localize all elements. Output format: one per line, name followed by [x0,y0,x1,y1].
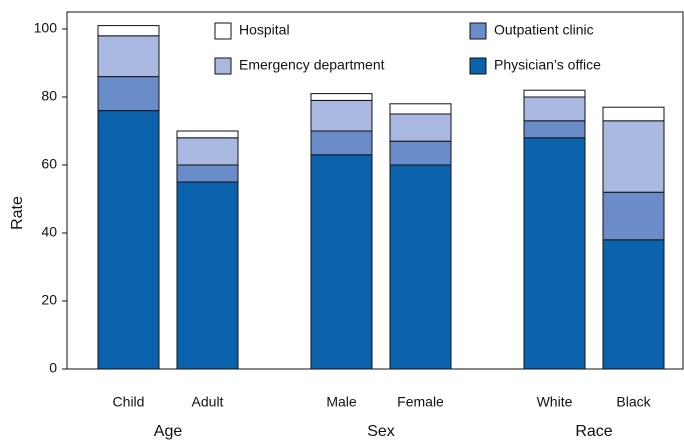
x-tick-label: Male [326,394,357,410]
bar-segment [602,239,665,370]
x-tick-label: White [537,394,573,410]
y-tick-label: 100 [34,20,58,36]
legend-label: Physician’s office [494,57,601,73]
bar-segment [523,96,586,122]
plot-frame [66,11,684,370]
bar-segment [97,110,160,370]
x-tick-label: Adult [192,394,224,410]
y-tick-label: 80 [41,88,57,104]
y-tick-label: 60 [41,156,57,172]
bar-segment [523,137,586,370]
bar-segment [602,191,665,241]
bar-segment [97,25,160,37]
y-tick-label: 40 [41,224,57,240]
x-tick-label: Black [616,394,651,410]
bar-segment [176,137,239,166]
y-axis-label: Rate [9,196,26,230]
legend-swatch [214,22,232,40]
bar-segment [310,99,373,132]
bar-segment [389,140,452,166]
legend-label: Emergency department [239,57,385,73]
x-tick-label: Female [397,394,444,410]
y-tick-label: 20 [41,292,57,308]
bar-segment [389,113,452,142]
bar-segment [389,103,452,115]
bar-segment [523,89,586,98]
y-tick-label: 0 [49,360,57,376]
group-label: Race [575,423,612,440]
bar-segment [310,130,373,156]
legend-label: Outpatient clinic [494,22,594,38]
x-tick-label: Child [113,394,145,410]
bar-segment [389,164,452,370]
group-label: Age [154,423,183,440]
bar-segment [602,106,665,122]
legend-swatch [469,22,487,40]
legend-swatch [214,57,232,75]
bar-segment [97,35,160,78]
bar-segment [97,76,160,112]
bar-segment [176,164,239,183]
legend-swatch [469,57,487,75]
bar-segment [176,130,239,139]
legend-label: Hospital [239,22,290,38]
bar-segment [602,120,665,193]
group-label: Sex [367,423,395,440]
bar-segment [176,181,239,370]
bar-segment [310,154,373,370]
bar-segment [310,93,373,101]
bar-segment [523,120,586,139]
